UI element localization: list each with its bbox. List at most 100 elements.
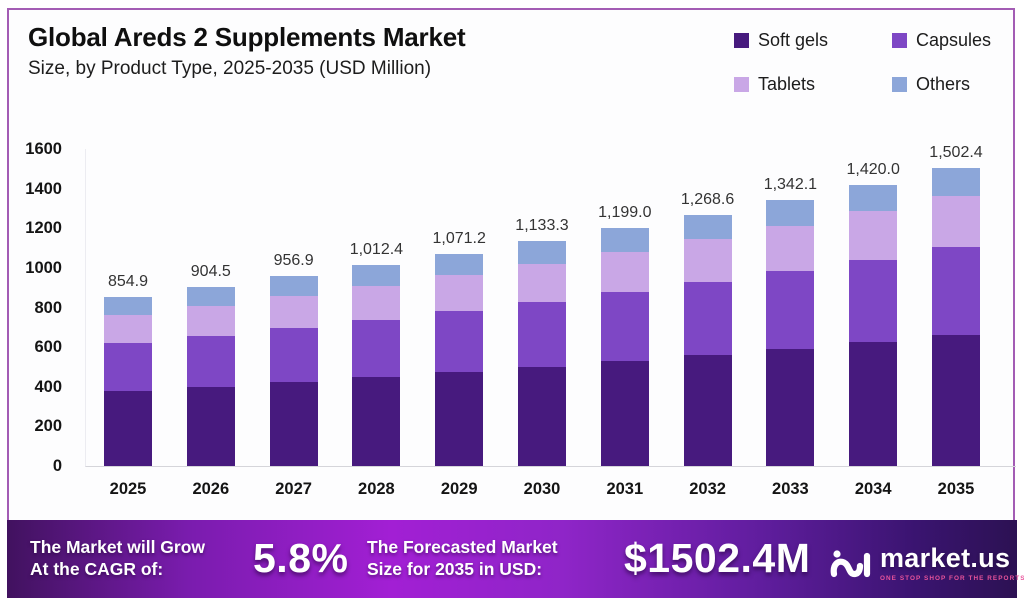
y-tick-200: 200 xyxy=(34,417,62,436)
bar-segment-tablets-2033 xyxy=(766,225,815,272)
logo-text: market.us xyxy=(880,543,1011,573)
bar-segment-soft-gels-2035 xyxy=(932,334,980,466)
bar-segment-tablets-2030 xyxy=(518,263,566,303)
x-label-2032: 2032 xyxy=(689,480,726,498)
total-label-2030: 1,133.3 xyxy=(515,217,569,235)
chart-subtitle: Size, by Product Type, 2025-2035 (USD Mi… xyxy=(28,58,432,79)
bar-segment-tablets-2025 xyxy=(104,314,152,344)
bar-segment-capsules-2034 xyxy=(849,259,898,342)
legend-swatch xyxy=(734,33,749,48)
bar-segment-others-2032 xyxy=(683,214,732,240)
market-us-logo: market.us ONE STOP SHOP FOR THE REPORTS xyxy=(830,544,1024,582)
cagr-label-line1: The Market will Grow xyxy=(30,537,206,557)
market-us-logo-icon xyxy=(830,550,871,578)
bar-segment-soft-gels-2028 xyxy=(352,377,401,466)
bar-segment-soft-gels-2032 xyxy=(683,355,732,466)
bar-segment-capsules-2025 xyxy=(104,343,152,392)
bar-2033 xyxy=(766,200,815,466)
bar-segment-capsules-2027 xyxy=(269,328,318,383)
bar-segment-soft-gels-2025 xyxy=(104,391,152,466)
bar-segment-others-2034 xyxy=(849,184,898,212)
legend-item-others: Others xyxy=(892,74,1010,95)
legend-label: Capsules xyxy=(916,30,992,50)
x-label-2027: 2027 xyxy=(275,480,312,498)
bar-segment-capsules-2032 xyxy=(683,282,732,356)
bar-segment-tablets-2029 xyxy=(435,275,484,312)
bar-segment-soft-gels-2027 xyxy=(269,382,318,466)
bar-segment-tablets-2026 xyxy=(186,305,235,336)
bar-2035 xyxy=(932,168,980,466)
bar-segment-others-2031 xyxy=(600,228,649,252)
bar-segment-others-2028 xyxy=(352,265,401,287)
bar-segment-tablets-2032 xyxy=(683,239,732,283)
bar-segment-soft-gels-2031 xyxy=(600,361,649,466)
bar-segment-soft-gels-2030 xyxy=(518,366,566,466)
legend-swatch xyxy=(892,77,907,92)
total-label-2029: 1,071.2 xyxy=(432,229,486,247)
y-tick-600: 600 xyxy=(34,338,62,357)
legend-item-soft-gels: Soft gels xyxy=(734,30,892,51)
total-label-2033: 1,342.1 xyxy=(763,176,818,194)
x-label-2028: 2028 xyxy=(358,480,395,498)
legend-item-tablets: Tablets xyxy=(734,74,892,95)
bar-segment-soft-gels-2029 xyxy=(435,372,484,466)
bar-segment-capsules-2028 xyxy=(352,319,401,378)
bar-segment-capsules-2033 xyxy=(766,271,815,349)
bar-segment-tablets-2027 xyxy=(269,296,318,329)
bar-segment-soft-gels-2026 xyxy=(186,386,235,466)
legend: Soft gels Capsules Tablets Others xyxy=(734,30,1010,95)
y-tick-400: 400 xyxy=(34,377,62,396)
cagr-label-line2: At the CAGR of: xyxy=(30,558,164,579)
x-label-2033: 2033 xyxy=(772,480,809,498)
legend-label: Tablets xyxy=(758,74,816,94)
y-tick-800: 800 xyxy=(34,298,62,317)
bar-segment-others-2035 xyxy=(932,168,980,197)
y-axis: 0 200 400 600 800 1000 1200 1400 1600 xyxy=(0,0,64,615)
bar-segment-tablets-2031 xyxy=(600,251,649,293)
x-label-2026: 2026 xyxy=(192,480,230,498)
legend-label: Soft gels xyxy=(758,30,829,50)
bar-segment-capsules-2029 xyxy=(435,311,484,373)
bar-2030 xyxy=(518,241,566,466)
legend-label: Others xyxy=(916,74,971,94)
total-label-2032: 1,268.6 xyxy=(680,190,735,208)
card-border xyxy=(7,8,1015,596)
bar-segment-capsules-2035 xyxy=(932,247,980,335)
legend-item-capsules: Capsules xyxy=(892,30,1010,51)
y-tick-1000: 1000 xyxy=(25,258,62,277)
bar-segment-capsules-2030 xyxy=(518,302,566,367)
logo-tagline: ONE STOP SHOP FOR THE REPORTS xyxy=(880,575,1024,582)
bar-segment-others-2025 xyxy=(104,296,152,315)
y-tick-1200: 1200 xyxy=(25,219,62,238)
bar-segment-others-2027 xyxy=(269,276,318,297)
bar-segment-others-2026 xyxy=(186,286,235,306)
bar-2031 xyxy=(600,228,649,466)
bar-segment-others-2030 xyxy=(518,241,566,264)
bar-segment-capsules-2031 xyxy=(600,292,649,362)
x-label-2031: 2031 xyxy=(606,480,644,498)
legend-swatch xyxy=(892,33,907,48)
bar-2026 xyxy=(186,286,235,466)
bar-2032 xyxy=(683,214,732,466)
total-label-2034: 1,420.0 xyxy=(846,160,900,178)
bar-segment-tablets-2034 xyxy=(849,211,898,260)
x-label-2030: 2030 xyxy=(523,480,561,498)
total-label-2031: 1,199.0 xyxy=(598,204,652,222)
x-label-2029: 2029 xyxy=(440,480,478,498)
bar-segment-others-2029 xyxy=(435,253,484,276)
chart-title: Global Areds 2 Supplements Market xyxy=(28,22,466,52)
bar-segment-soft-gels-2034 xyxy=(849,341,898,466)
forecast-value: $1502.4M xyxy=(624,535,811,581)
bar-2028 xyxy=(352,265,401,466)
total-label-2025: 854.9 xyxy=(107,272,149,290)
bar-segment-others-2033 xyxy=(766,200,815,226)
bar-2034 xyxy=(849,184,898,466)
bar-2025 xyxy=(104,296,152,466)
total-label-2027: 956.9 xyxy=(273,252,314,270)
x-label-2025: 2025 xyxy=(109,480,147,498)
logo-text-wrap: market.us ONE STOP SHOP FOR THE REPORTS xyxy=(880,543,1024,583)
forecast-label-line1: The Forecasted Market xyxy=(367,537,558,557)
x-label-2035: 2035 xyxy=(937,480,975,498)
forecast-label-line2: Size for 2035 in USD: xyxy=(367,558,543,579)
forecast-label: The Forecasted Market Size for 2035 in U… xyxy=(367,537,558,580)
